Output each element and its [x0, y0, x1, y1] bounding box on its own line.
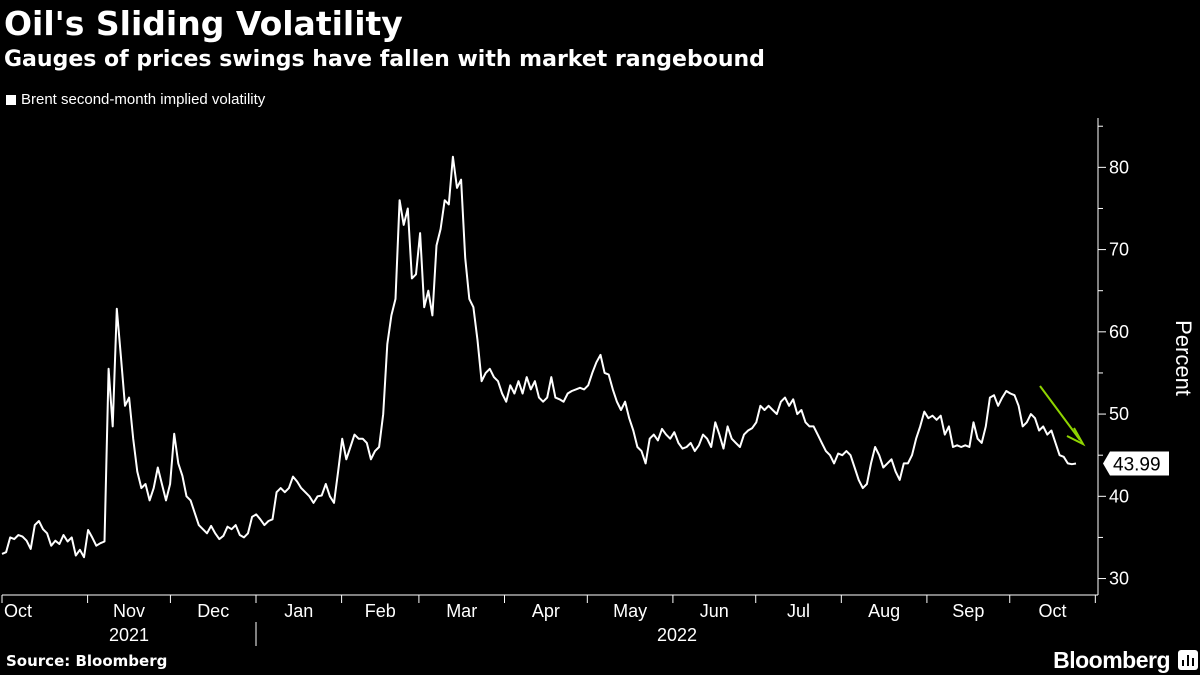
- y-tick-label: 60: [1109, 322, 1129, 342]
- x-axis: Oct Nov Dec Jan Feb Mar Apr May Jun Jul Aug Sep Oct 2…: [1, 594, 1098, 646]
- y-tick-label: 70: [1109, 240, 1129, 260]
- chart-subtitle: Gauges of prices swings have fallen with…: [4, 47, 765, 72]
- x-tick-label: Feb: [365, 601, 396, 621]
- x-tick-label: Jun: [700, 601, 729, 621]
- y-tick-label: 40: [1109, 486, 1129, 506]
- x-tick-label: Mar: [446, 601, 477, 621]
- y-axis-label: Percent: [1171, 320, 1196, 396]
- bar-chart-icon: [1178, 650, 1198, 670]
- legend-label: Brent second-month implied volatility: [21, 91, 266, 108]
- x-tick-label: May: [613, 601, 647, 621]
- y-tick-label: 50: [1109, 404, 1129, 424]
- x-tick-label: Dec: [197, 601, 229, 621]
- year-label: 2021: [109, 625, 149, 645]
- year-label: 2022: [657, 625, 697, 645]
- x-tick-label: Aug: [868, 601, 900, 621]
- chart-title: Oil's Sliding Volatility: [4, 4, 403, 43]
- x-tick-label: Jan: [284, 601, 313, 621]
- legend-swatch: [6, 95, 16, 105]
- last-value-label: 43.99: [1113, 454, 1161, 475]
- last-value-marker: 43.99: [1103, 451, 1169, 476]
- x-tick-label: Jul: [787, 601, 810, 621]
- x-tick-label: Apr: [532, 601, 560, 621]
- series-line: [1, 155, 1077, 559]
- x-tick-label: Oct: [1039, 601, 1067, 621]
- brand-name: Bloomberg: [1053, 647, 1170, 673]
- x-tick-label: Sep: [952, 601, 984, 621]
- last-value-box: [1103, 451, 1169, 476]
- y-axis-ticks: 30 40 50 60 70 80: [1097, 118, 1129, 595]
- x-tick-label: Oct: [4, 601, 32, 621]
- y-tick-label: 30: [1109, 569, 1129, 589]
- brand-logo: Bloomberg: [1053, 646, 1198, 674]
- source-note: Source: Bloomberg: [6, 652, 168, 670]
- y-tick-label: 80: [1109, 157, 1129, 177]
- legend: Brent second-month implied volatility: [6, 90, 265, 110]
- x-tick-label: Nov: [113, 601, 145, 621]
- trend-arrow: [1039, 385, 1086, 447]
